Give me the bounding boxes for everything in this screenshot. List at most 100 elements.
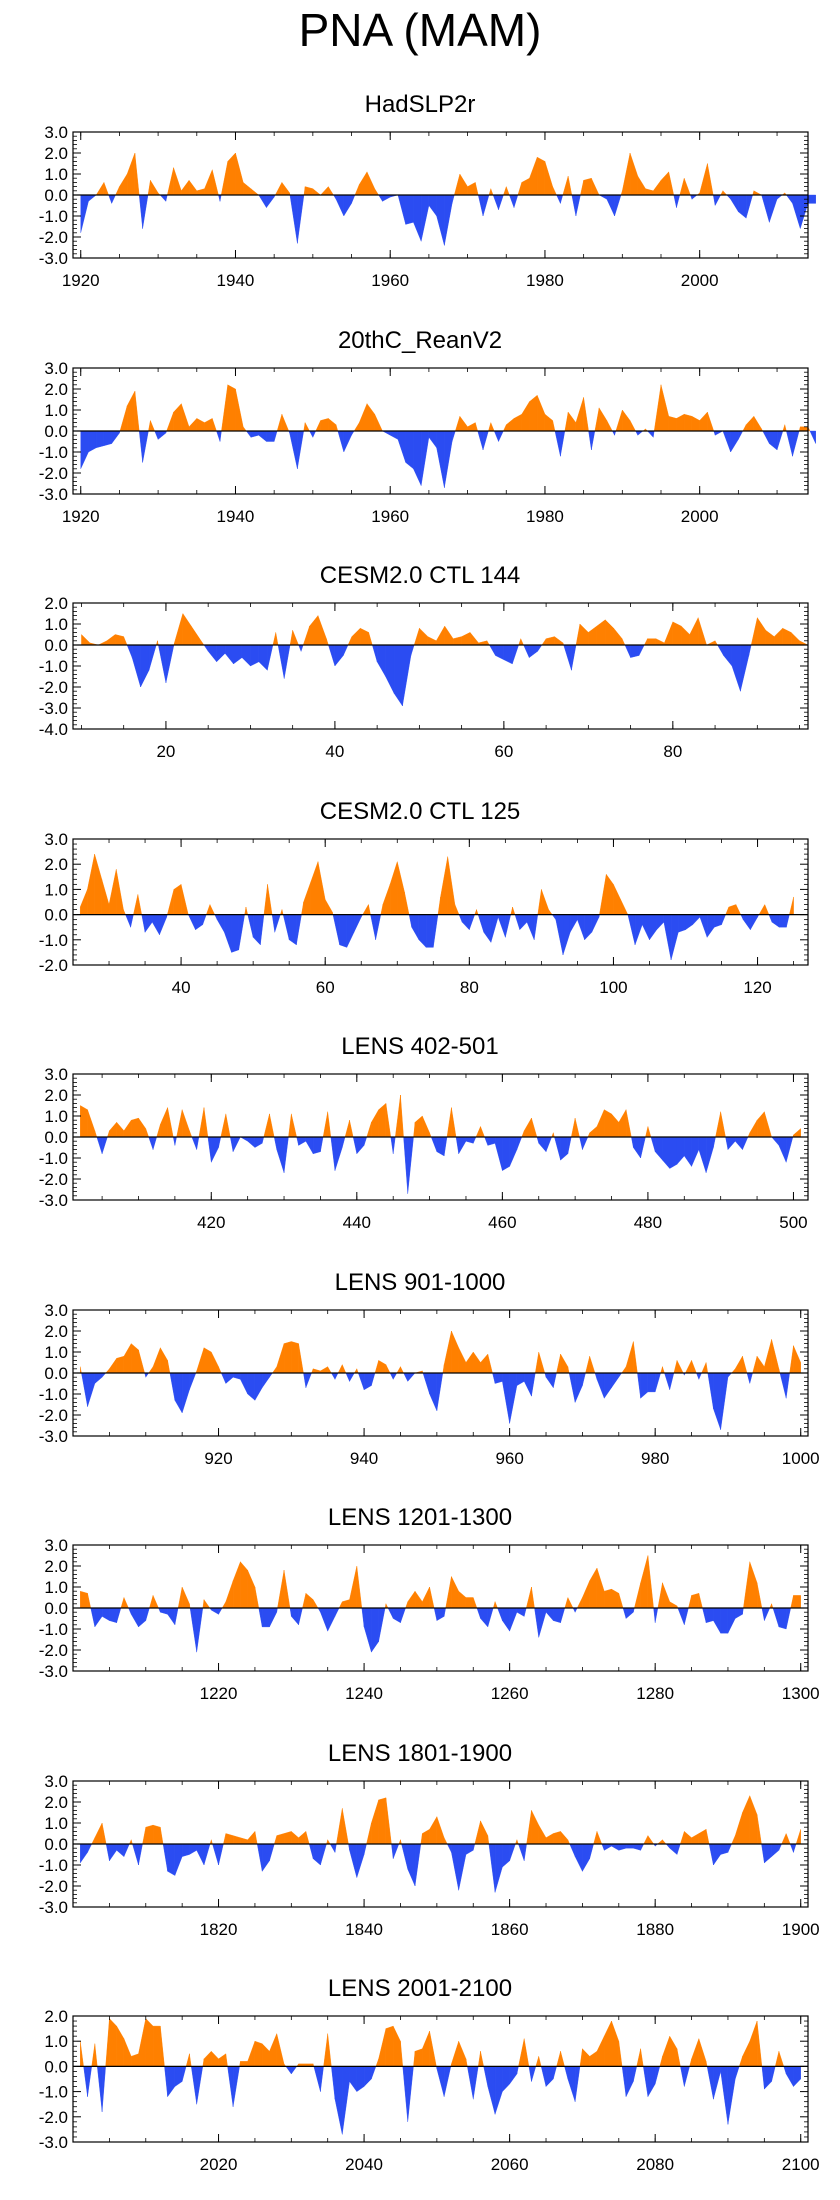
negative-area — [723, 644, 733, 667]
positive-area — [757, 617, 766, 646]
negative-area — [393, 1372, 398, 1380]
negative-area — [713, 2066, 721, 2100]
negative-area — [746, 1372, 750, 1384]
positive-area — [613, 883, 621, 915]
negative-area — [389, 1372, 394, 1379]
negative-area — [786, 430, 793, 456]
negative-area — [789, 1843, 794, 1852]
negative-area — [80, 430, 89, 469]
positive-area — [419, 627, 429, 646]
positive-area — [269, 2033, 277, 2067]
negative-area — [717, 644, 724, 657]
negative-area — [488, 1843, 496, 1892]
positive-area — [131, 2053, 139, 2067]
positive-area — [698, 1593, 703, 1609]
negative-area — [339, 913, 348, 948]
positive-area — [452, 636, 462, 646]
positive-area — [240, 1561, 248, 1609]
positive-area — [152, 2025, 161, 2067]
y-tick-label: -1.0 — [39, 1385, 68, 1404]
negative-area — [582, 1372, 586, 1386]
y-tick-label: -3.0 — [39, 2133, 68, 2152]
negative-area — [266, 194, 275, 209]
positive-area — [655, 638, 665, 646]
negative-area — [579, 1136, 583, 1150]
negative-area — [533, 913, 539, 940]
negative-area — [584, 913, 593, 940]
positive-area — [589, 1567, 598, 1609]
positive-area — [684, 1830, 692, 1844]
positive-area — [745, 415, 755, 431]
negative-area — [214, 913, 218, 920]
positive-area — [544, 161, 553, 196]
negative-area — [116, 1843, 125, 1857]
negative-area — [296, 1136, 299, 1146]
x-tick-label: 1980 — [526, 507, 564, 526]
negative-area — [391, 1843, 394, 1859]
negative-area — [560, 430, 566, 456]
positive-area — [520, 638, 524, 646]
negative-area — [568, 1372, 576, 1402]
y-tick-label: 0.0 — [44, 422, 68, 441]
negative-area — [145, 1607, 150, 1621]
positive-area — [123, 2038, 132, 2067]
positive-area — [203, 1598, 211, 1609]
positive-area — [353, 421, 360, 431]
negative-area — [371, 1607, 379, 1653]
positive-area — [480, 2051, 484, 2067]
negative-area — [363, 2066, 372, 2088]
positive-area — [451, 1330, 459, 1373]
negative-area — [633, 1843, 641, 1851]
negative-area — [224, 644, 234, 665]
positive-area — [691, 415, 700, 431]
positive-area — [691, 1359, 697, 1373]
negative-area — [691, 1136, 700, 1167]
negative-area — [403, 1372, 408, 1381]
positive-area — [621, 1365, 627, 1373]
negative-area — [569, 1843, 576, 1857]
positive-area — [235, 152, 244, 196]
positive-area — [756, 1582, 763, 1609]
negative-area — [332, 913, 340, 945]
negative-area — [241, 644, 251, 667]
positive-area — [611, 1588, 619, 1609]
negative-area — [502, 1607, 510, 1632]
positive-area — [636, 2048, 641, 2067]
positive-area — [575, 623, 581, 646]
positive-area — [204, 169, 213, 196]
positive-area — [684, 413, 693, 431]
y-tick-label: -2.0 — [39, 1641, 68, 1660]
y-tick-label: -1.0 — [39, 1620, 68, 1639]
negative-area — [570, 913, 578, 933]
negative-area — [436, 1136, 445, 1157]
negative-area — [169, 1372, 176, 1400]
positive-area — [735, 903, 742, 915]
positive-area — [181, 1109, 190, 1138]
negative-area — [349, 1843, 358, 1878]
negative-area — [189, 1372, 197, 1390]
positive-area — [196, 1347, 205, 1373]
positive-area — [347, 636, 352, 646]
x-tick-label: 1960 — [371, 271, 409, 290]
negative-area — [142, 430, 149, 463]
positive-area — [647, 1555, 654, 1609]
negative-area — [429, 1372, 438, 1411]
positive-area — [756, 1814, 762, 1844]
positive-area — [790, 631, 800, 646]
negative-area — [262, 1843, 270, 1872]
negative-area — [451, 430, 456, 442]
negative-area — [622, 1607, 627, 1619]
negative-area — [647, 2066, 656, 2098]
positive-area — [247, 1830, 256, 1844]
positive-area — [451, 1576, 459, 1609]
positive-area — [356, 1565, 363, 1609]
negative-area — [650, 1136, 656, 1152]
y-tick-label: 1.0 — [44, 401, 68, 420]
positive-area — [220, 1113, 227, 1138]
x-tick-label: 1300 — [782, 1684, 820, 1703]
negative-area — [545, 1136, 552, 1152]
chart-svg: LENS 1801-1900 3.0 2.0 1.0 0.0 -1.0 -2.0 -3.0 18… — [39, 1740, 820, 1939]
negative-area — [531, 2066, 537, 2082]
positive-area — [301, 901, 304, 915]
positive-area — [191, 625, 200, 646]
